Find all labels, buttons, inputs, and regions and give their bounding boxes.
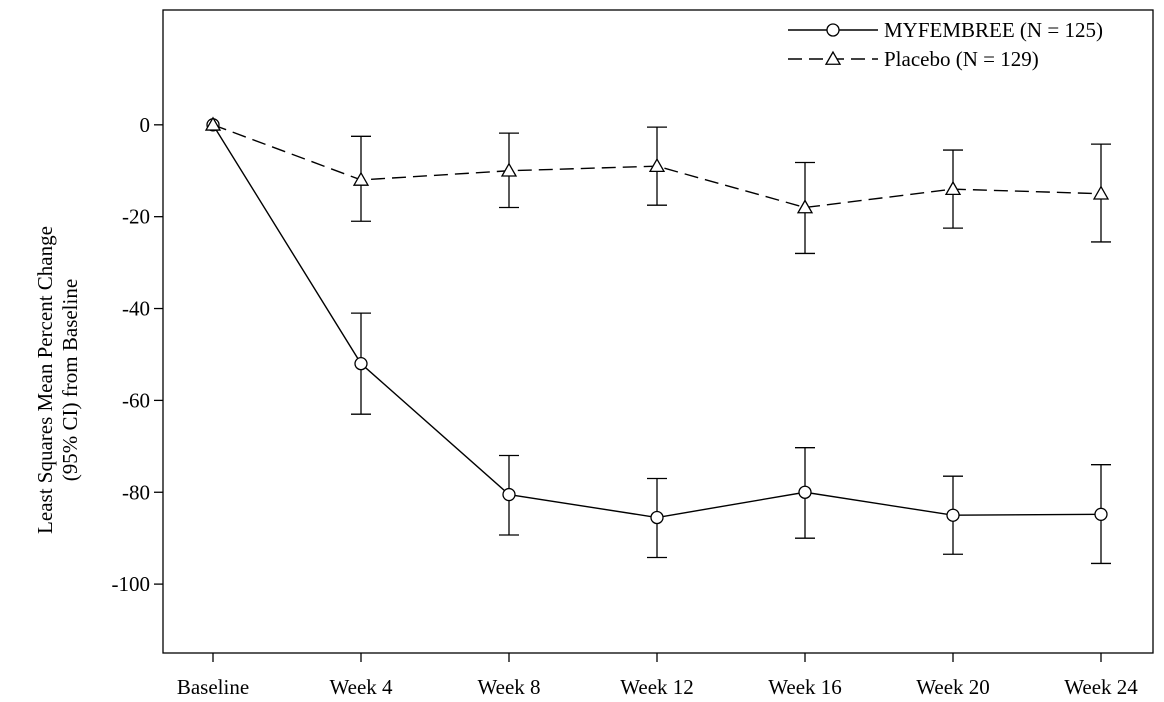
y-tick-label: -40 bbox=[122, 297, 150, 321]
data-point bbox=[204, 116, 222, 131]
legend-item: MYFEMBREE (N = 125) bbox=[788, 18, 1103, 42]
x-axis: Baseline Week 4 Week 8 Week 12 Week 16 Week 2… bbox=[177, 653, 1138, 699]
data-point bbox=[796, 199, 814, 214]
data-point bbox=[354, 356, 368, 371]
legend: MYFEMBREE (N = 125) Placebo (N = 129) bbox=[788, 18, 1103, 71]
plot-frame bbox=[162, 9, 1154, 654]
legend-marker bbox=[826, 23, 840, 37]
data-point bbox=[650, 510, 664, 525]
data-point bbox=[500, 162, 518, 177]
data-point bbox=[1092, 185, 1110, 200]
legend-item: Placebo (N = 129) bbox=[788, 47, 1039, 71]
y-tick-label: -20 bbox=[122, 205, 150, 229]
series-layer bbox=[204, 116, 1111, 565]
y-axis-title-line-2: (95% CI) from Baseline bbox=[58, 279, 82, 481]
data-point bbox=[1094, 507, 1108, 521]
y-tick-label: -100 bbox=[112, 572, 151, 596]
data-point bbox=[946, 508, 960, 522]
legend-label: MYFEMBREE (N = 125) bbox=[884, 18, 1103, 42]
y-tick-label: -60 bbox=[122, 388, 150, 412]
x-tick-label: Week 4 bbox=[329, 675, 393, 699]
x-tick-label: Week 24 bbox=[1064, 675, 1138, 699]
legend-marker bbox=[824, 50, 842, 65]
x-tick-label: Baseline bbox=[177, 675, 249, 699]
y-axis-title-line-1: Least Squares Mean Percent Change bbox=[33, 226, 57, 534]
y-axis: 0 -20 -40 -60 -80 -100 bbox=[112, 113, 163, 596]
data-point bbox=[944, 180, 962, 196]
series-placebo bbox=[204, 116, 1111, 255]
x-tick-label: Week 12 bbox=[620, 675, 694, 699]
y-axis-title: Least Squares Mean Percent Change (95% C… bbox=[33, 226, 82, 534]
data-point bbox=[648, 157, 666, 173]
data-point bbox=[502, 487, 516, 502]
x-tick-label: Week 8 bbox=[477, 675, 540, 699]
data-point bbox=[352, 171, 370, 186]
legend-label: Placebo (N = 129) bbox=[884, 47, 1039, 71]
y-tick-label: -80 bbox=[122, 480, 150, 504]
data-point bbox=[798, 485, 812, 499]
y-tick-label: 0 bbox=[140, 113, 151, 137]
x-tick-label: Week 20 bbox=[916, 675, 990, 699]
series-myfembree bbox=[206, 118, 1111, 565]
x-tick-label: Week 16 bbox=[768, 675, 842, 699]
